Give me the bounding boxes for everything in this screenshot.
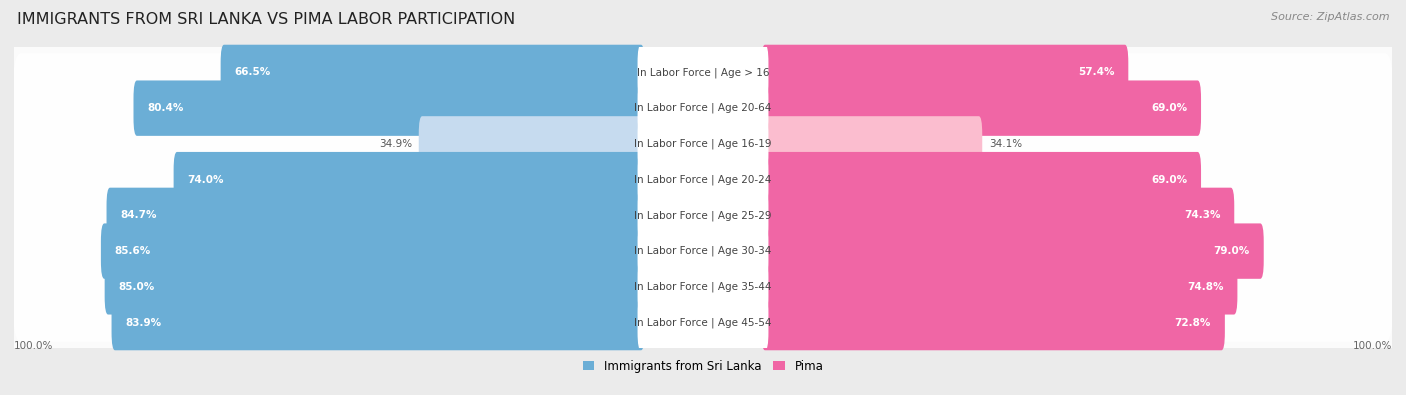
Text: Source: ZipAtlas.com: Source: ZipAtlas.com	[1271, 12, 1389, 22]
FancyBboxPatch shape	[419, 116, 644, 171]
Text: 74.8%: 74.8%	[1187, 282, 1223, 292]
Text: 79.0%: 79.0%	[1213, 246, 1250, 256]
FancyBboxPatch shape	[762, 81, 1201, 136]
FancyBboxPatch shape	[637, 152, 769, 207]
FancyBboxPatch shape	[13, 53, 1393, 163]
FancyBboxPatch shape	[107, 188, 644, 243]
FancyBboxPatch shape	[762, 295, 1225, 350]
FancyBboxPatch shape	[13, 160, 1393, 270]
FancyBboxPatch shape	[13, 89, 1393, 199]
Text: 83.9%: 83.9%	[125, 318, 162, 327]
FancyBboxPatch shape	[762, 259, 1237, 314]
FancyBboxPatch shape	[13, 125, 1393, 235]
FancyBboxPatch shape	[111, 295, 644, 350]
FancyBboxPatch shape	[762, 152, 1201, 207]
FancyBboxPatch shape	[173, 152, 644, 207]
FancyBboxPatch shape	[13, 232, 1393, 342]
Text: In Labor Force | Age 45-54: In Labor Force | Age 45-54	[634, 317, 772, 328]
Text: In Labor Force | Age 20-24: In Labor Force | Age 20-24	[634, 174, 772, 185]
FancyBboxPatch shape	[134, 81, 644, 136]
FancyBboxPatch shape	[637, 45, 769, 100]
FancyBboxPatch shape	[762, 116, 983, 171]
Text: In Labor Force | Age > 16: In Labor Force | Age > 16	[637, 67, 769, 78]
Legend: Immigrants from Sri Lanka, Pima: Immigrants from Sri Lanka, Pima	[578, 355, 828, 378]
FancyBboxPatch shape	[13, 196, 1393, 306]
FancyBboxPatch shape	[221, 45, 644, 100]
Text: 74.0%: 74.0%	[187, 175, 224, 184]
Text: 74.3%: 74.3%	[1184, 211, 1220, 220]
Text: In Labor Force | Age 20-64: In Labor Force | Age 20-64	[634, 103, 772, 113]
Text: 85.0%: 85.0%	[118, 282, 155, 292]
Text: 85.6%: 85.6%	[115, 246, 150, 256]
Text: 66.5%: 66.5%	[235, 68, 271, 77]
FancyBboxPatch shape	[637, 224, 769, 279]
Text: 84.7%: 84.7%	[121, 211, 157, 220]
FancyBboxPatch shape	[13, 268, 1393, 378]
FancyBboxPatch shape	[762, 224, 1264, 279]
Text: 80.4%: 80.4%	[148, 103, 184, 113]
FancyBboxPatch shape	[762, 188, 1234, 243]
Text: In Labor Force | Age 35-44: In Labor Force | Age 35-44	[634, 282, 772, 292]
Text: 72.8%: 72.8%	[1174, 318, 1211, 327]
Text: 69.0%: 69.0%	[1152, 103, 1187, 113]
FancyBboxPatch shape	[637, 188, 769, 243]
FancyBboxPatch shape	[637, 81, 769, 136]
FancyBboxPatch shape	[101, 224, 644, 279]
Text: In Labor Force | Age 16-19: In Labor Force | Age 16-19	[634, 139, 772, 149]
Text: 34.1%: 34.1%	[990, 139, 1022, 149]
Text: In Labor Force | Age 30-34: In Labor Force | Age 30-34	[634, 246, 772, 256]
Text: 57.4%: 57.4%	[1078, 68, 1115, 77]
FancyBboxPatch shape	[637, 116, 769, 171]
Text: 100.0%: 100.0%	[1353, 341, 1392, 351]
Text: 100.0%: 100.0%	[14, 341, 53, 351]
FancyBboxPatch shape	[637, 259, 769, 314]
Text: In Labor Force | Age 25-29: In Labor Force | Age 25-29	[634, 210, 772, 221]
FancyBboxPatch shape	[104, 259, 644, 314]
FancyBboxPatch shape	[762, 45, 1128, 100]
FancyBboxPatch shape	[13, 17, 1393, 127]
FancyBboxPatch shape	[637, 295, 769, 350]
Text: IMMIGRANTS FROM SRI LANKA VS PIMA LABOR PARTICIPATION: IMMIGRANTS FROM SRI LANKA VS PIMA LABOR …	[17, 12, 515, 27]
Text: 69.0%: 69.0%	[1152, 175, 1187, 184]
Text: 34.9%: 34.9%	[378, 139, 412, 149]
